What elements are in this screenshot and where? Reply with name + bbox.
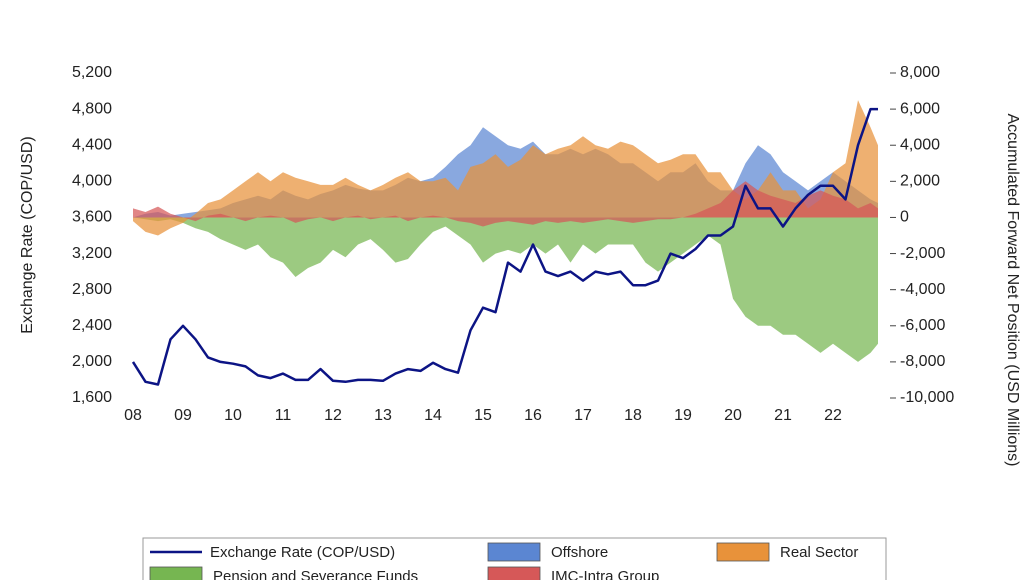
area: [133, 100, 878, 236]
y-tick-label: 2,800: [72, 281, 112, 298]
y-tick-label: 4,800: [72, 100, 112, 117]
legend-swatch: [487, 542, 541, 562]
x-tick-label: 15: [474, 407, 492, 424]
x-tick-label: 16: [524, 407, 542, 424]
legend-label: IMC-Intra Group: [551, 568, 659, 580]
x-tick-label: 09: [174, 407, 192, 424]
x-tick-label: 21: [774, 407, 792, 424]
y2-tick-label: -2,000: [900, 245, 945, 262]
x-tick-label: 12: [324, 407, 342, 424]
y2-tick-label: 4,000: [900, 136, 940, 153]
x-tick-label: 10: [224, 407, 242, 424]
y2-axis-title: Accumulated Forward Net Position (USD Mi…: [1004, 114, 1021, 467]
y2-tick-label: 2,000: [900, 173, 940, 190]
legend-label: Offshore: [551, 544, 608, 561]
legend-swatch: [716, 542, 770, 562]
x-tick-label: 18: [624, 407, 642, 424]
y2-tick-label: -8,000: [900, 353, 945, 370]
line: [131, 107, 878, 386]
x-tick-label: 22: [824, 407, 842, 424]
y2-tick-label: 6,000: [900, 100, 940, 117]
x-tick-label: 19: [674, 407, 692, 424]
y-tick-label: 1,600: [72, 389, 112, 406]
x-tick-label: 14: [424, 407, 442, 424]
y-tick-label: 2,400: [72, 317, 112, 334]
y-tick-label: 3,200: [72, 245, 112, 262]
x-tick-label: 08: [124, 407, 142, 424]
legend-label: Exchange Rate (COP/USD): [210, 544, 395, 561]
legend-swatch: [149, 566, 203, 580]
plot-area: [131, 100, 878, 386]
x-tick-label: 11: [275, 407, 292, 424]
y2-tick-label: -10,000: [900, 389, 954, 406]
y2-tick-label: 8,000: [900, 64, 940, 81]
x-tick-label: 20: [724, 407, 742, 424]
area: [133, 217, 878, 362]
y-tick-label: 3,600: [72, 209, 112, 226]
legend-label: Real Sector: [780, 544, 858, 561]
legend-swatch: [487, 566, 541, 580]
x-tick-label: 13: [374, 407, 392, 424]
y2-tick-label: 0: [900, 209, 909, 226]
x-tick-label: 17: [574, 407, 592, 424]
y-axis-title: Exchange Rate (COP/USD): [19, 136, 36, 333]
area: [133, 181, 878, 227]
legend: Exchange Rate (COP/USD) Offshore Real Sect…: [149, 542, 858, 580]
y2-tick-label: -4,000: [900, 281, 945, 298]
y-tick-label: 4,000: [72, 173, 112, 190]
y-tick-label: 5,200: [72, 64, 112, 81]
legend-label: Pension and Severance Funds: [213, 568, 418, 580]
y-tick-label: 4,400: [72, 136, 112, 153]
y-tick-label: 2,000: [72, 353, 112, 370]
y2-tick-label: -6,000: [900, 317, 945, 334]
